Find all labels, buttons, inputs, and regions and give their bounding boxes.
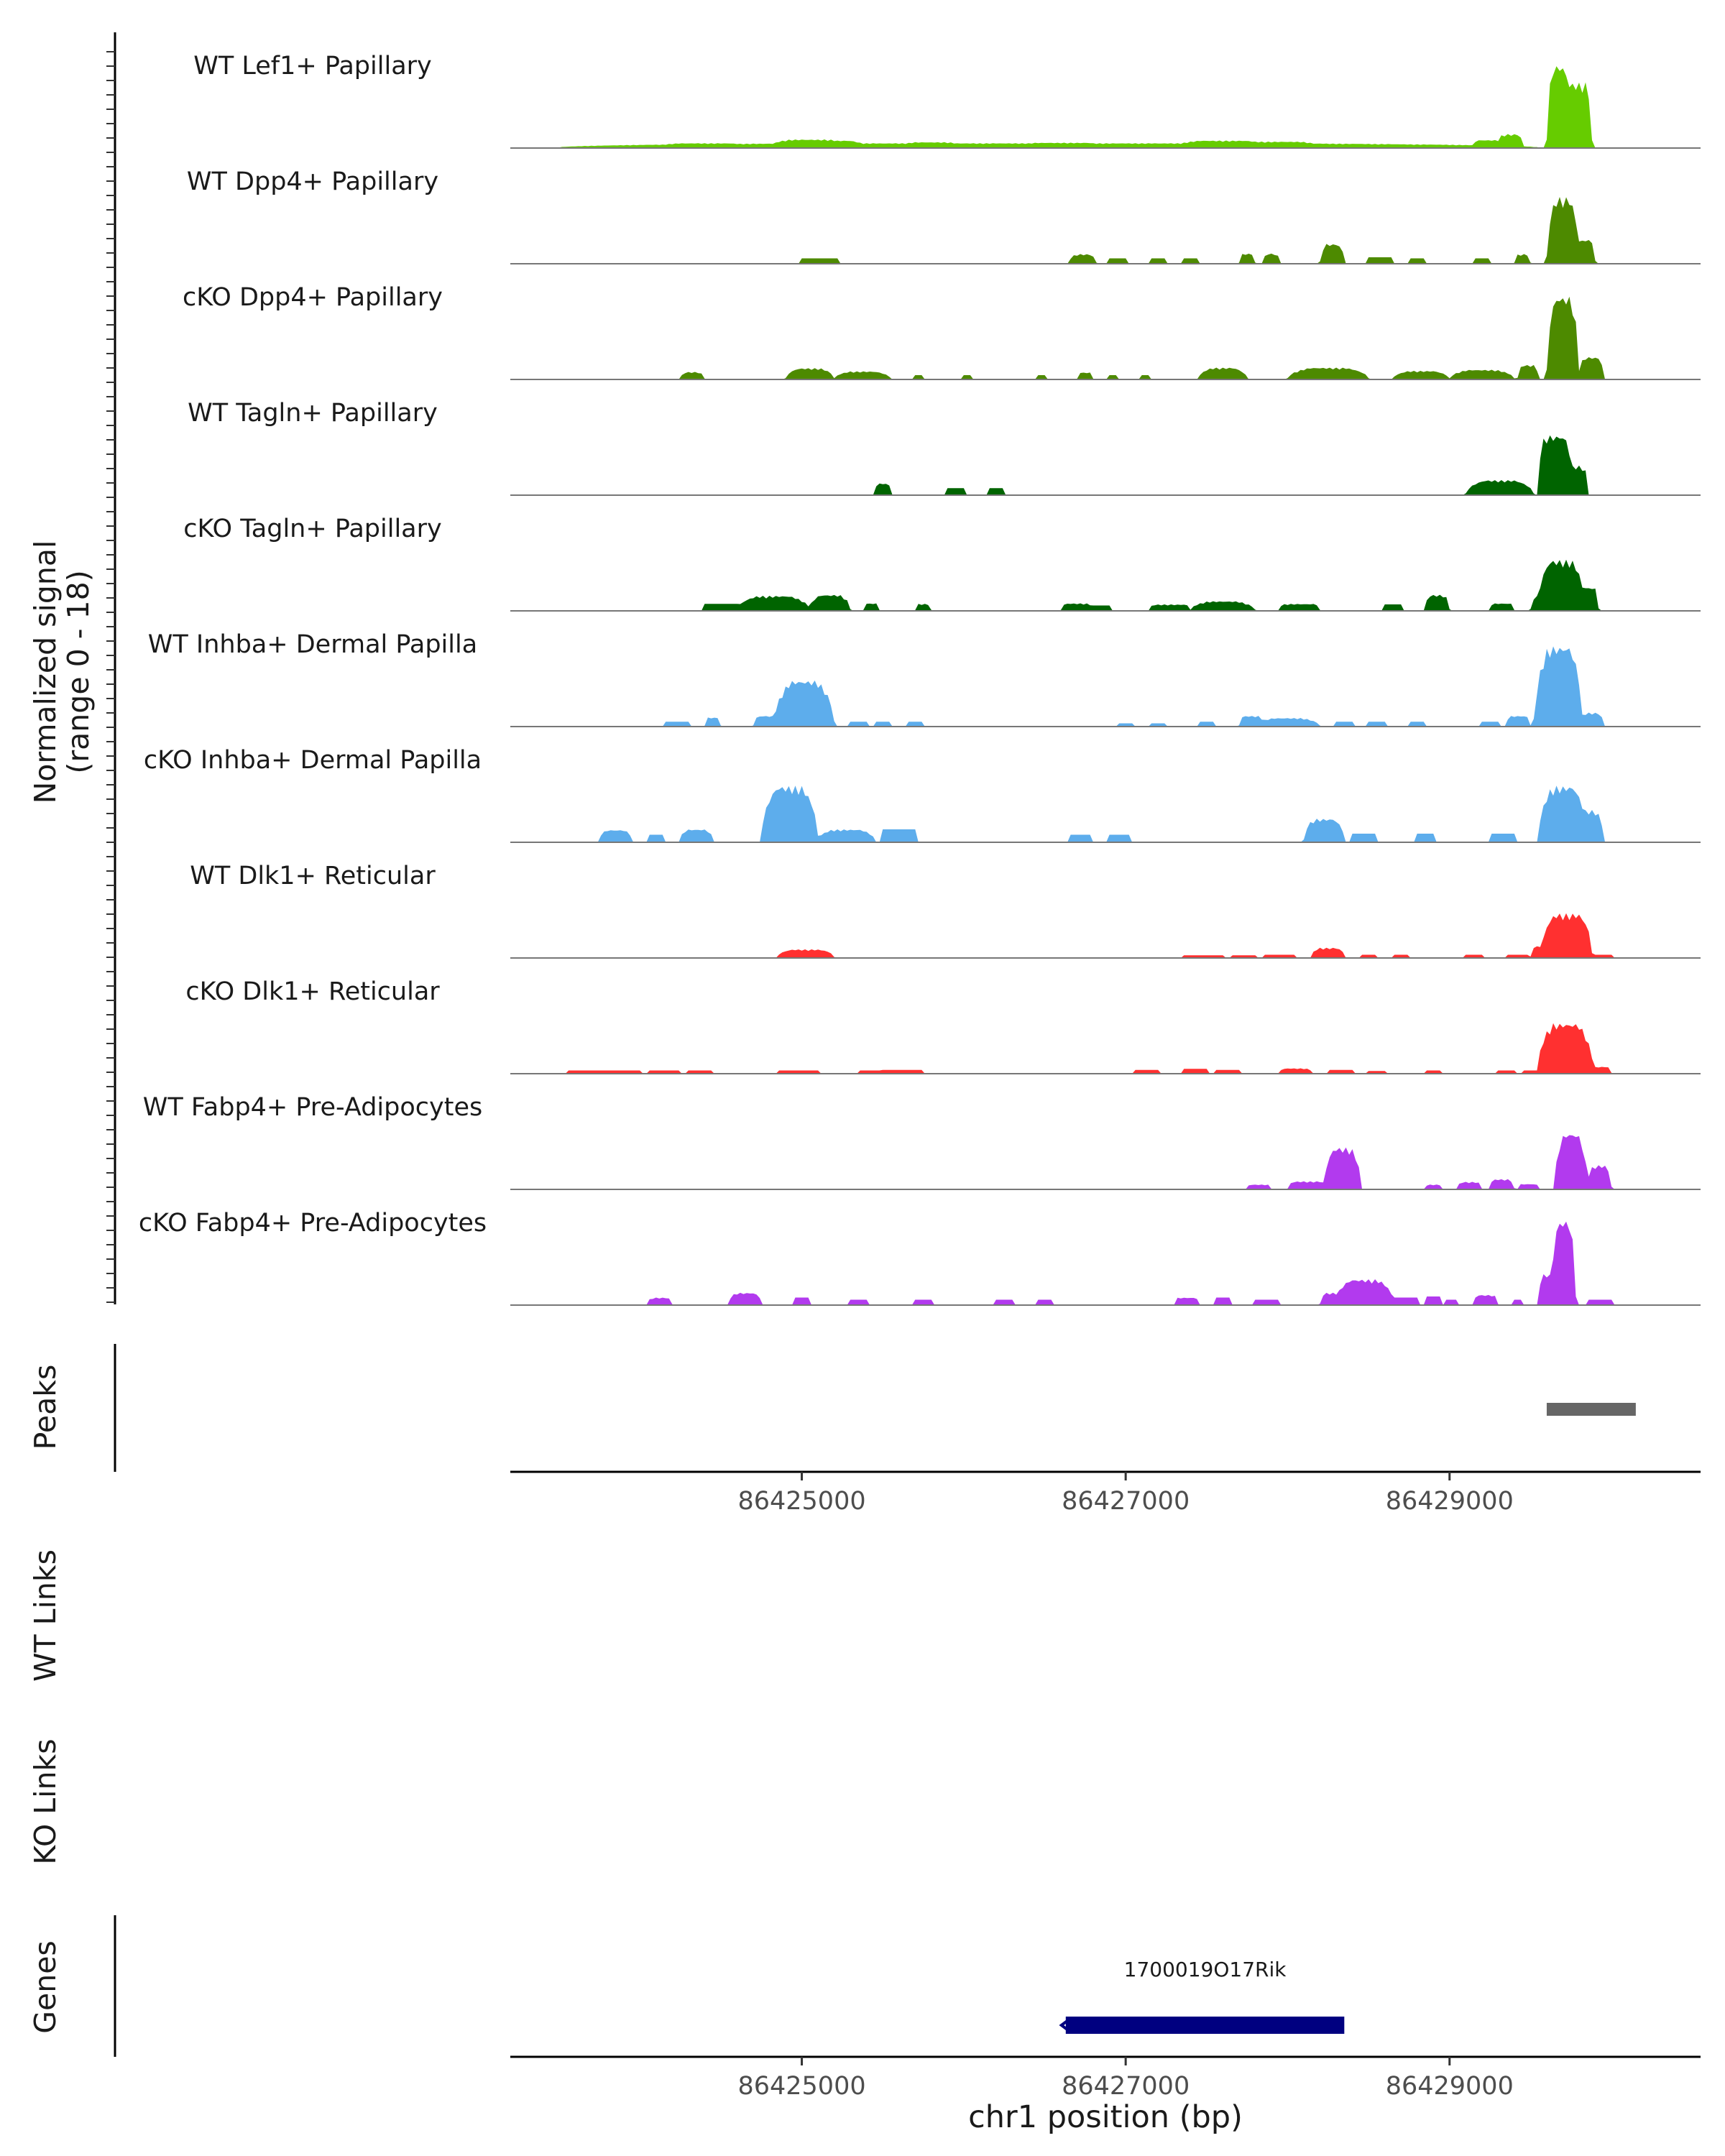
peaks-panel: Peaks 86425000 86427000 86429000: [28, 1344, 1701, 1516]
track: WT Tagln+ Papillary: [188, 399, 1703, 496]
coverage-area: [510, 786, 1703, 842]
track: cKO Tagln+ Papillary: [183, 515, 1703, 612]
genes-panel: Genes 1700019O17Rik 86425000 86427000 8642…: [28, 1915, 1701, 2135]
track-label: WT Lef1+ Papillary: [193, 52, 432, 80]
coverage-area: [510, 559, 1703, 611]
signal-panel: Normalized signal (range 0 - 18) WT Lef1…: [28, 32, 1703, 1306]
wt-links-label: WT Links: [28, 1549, 63, 1682]
coverage-area: [510, 66, 1703, 148]
signal-y-ticks: [106, 51, 115, 1303]
genes-x-axis-tick-label: 86425000: [737, 2072, 865, 2101]
coverage-area: [510, 296, 1703, 379]
links-panel: WT Links KO Links: [28, 1549, 63, 1865]
track: cKO Dpp4+ Papillary: [183, 283, 1703, 380]
track-label: cKO Dpp4+ Papillary: [183, 283, 443, 312]
coverage-area: [510, 435, 1703, 495]
track-label: WT Inhba+ Dermal Papilla: [148, 630, 477, 659]
track: cKO Inhba+ Dermal Papilla: [144, 746, 1703, 843]
track-label: cKO Dlk1+ Reticular: [185, 977, 440, 1006]
genes-label: Genes: [28, 1940, 63, 2034]
track-label: WT Dlk1+ Reticular: [190, 862, 436, 890]
peak-list: [1546, 1403, 1636, 1416]
genes-x-axis-tick-label: 86427000: [1062, 2072, 1190, 2101]
gene-body: [1065, 2017, 1345, 2034]
track: WT Dlk1+ Reticular: [190, 862, 1703, 959]
track-label: cKO Tagln+ Papillary: [183, 515, 442, 543]
gene-list: 1700019O17Rik: [1059, 1958, 1345, 2034]
coverage-area: [510, 646, 1703, 727]
peaks-x-axis-tick-label: 86427000: [1062, 1487, 1190, 1516]
ko-links-label: KO Links: [28, 1738, 63, 1864]
peaks-label: Peaks: [28, 1365, 63, 1450]
track: WT Lef1+ Papillary: [193, 52, 1703, 149]
genes-x-axis-tick-label: 86429000: [1386, 2072, 1514, 2101]
track-label: cKO Inhba+ Dermal Papilla: [144, 746, 482, 775]
coverage-area: [510, 1221, 1703, 1305]
coverage-area: [510, 197, 1703, 264]
track-list: WT Lef1+ Papillary WT Dpp4+ Papillary cKO …: [139, 52, 1703, 1306]
signal-ylabel-line2: (range 0 - 18): [61, 570, 96, 773]
peaks-x-axis-tick-label: 86425000: [737, 1487, 865, 1516]
coverage-area: [510, 1135, 1703, 1189]
genes-x-axis: 86425000 86427000 86429000: [737, 2057, 1514, 2101]
track: WT Fabp4+ Pre-Adipocytes: [143, 1093, 1703, 1190]
track-label: WT Fabp4+ Pre-Adipocytes: [143, 1093, 482, 1122]
track: cKO Fabp4+ Pre-Adipocytes: [139, 1209, 1703, 1306]
track: WT Dpp4+ Papillary: [187, 167, 1703, 264]
peaks-x-axis: 86425000 86427000 86429000: [737, 1472, 1514, 1516]
gene-name: 1700019O17Rik: [1124, 1958, 1287, 1981]
coverage-area: [510, 1023, 1703, 1074]
track: WT Inhba+ Dermal Papilla: [148, 630, 1703, 727]
track-label: WT Dpp4+ Papillary: [187, 167, 438, 196]
track-label: WT Tagln+ Papillary: [188, 399, 438, 428]
gene-strand-arrow: [1059, 2019, 1068, 2031]
peaks-x-axis-tick-label: 86429000: [1386, 1487, 1514, 1516]
signal-ylabel-line1: Normalized signal: [28, 540, 63, 804]
x-axis-title: chr1 position (bp): [968, 2099, 1243, 2135]
track: cKO Dlk1+ Reticular: [185, 977, 1703, 1074]
peak-bar: [1546, 1403, 1636, 1416]
coverage-area: [510, 913, 1703, 958]
track-label: cKO Fabp4+ Pre-Adipocytes: [139, 1209, 487, 1238]
